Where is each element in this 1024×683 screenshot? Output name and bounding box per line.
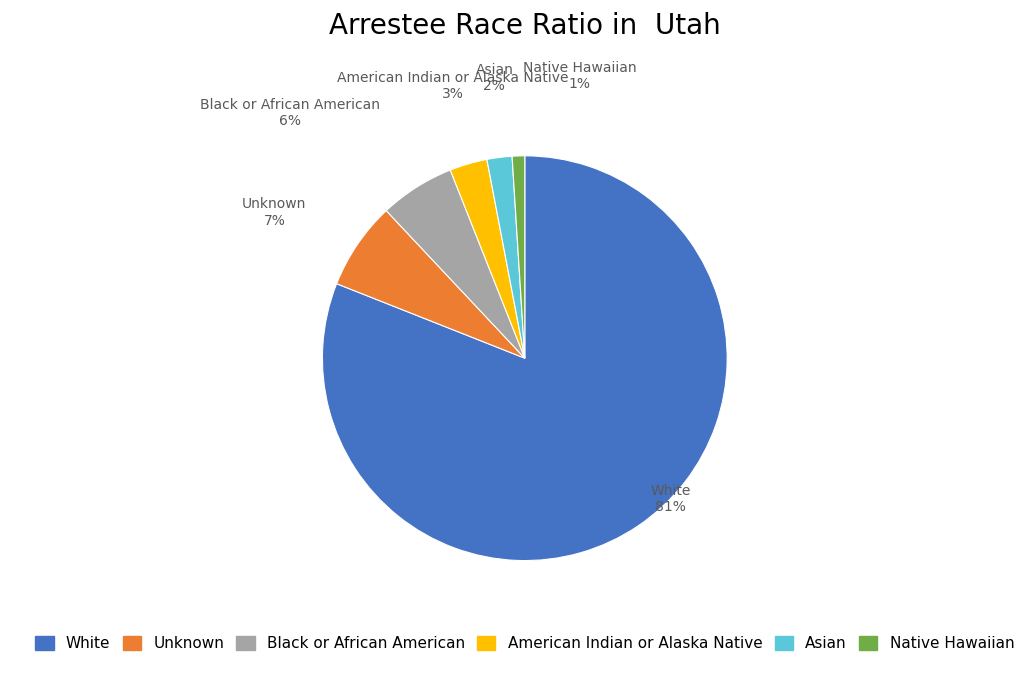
Text: Native Hawaiian
1%: Native Hawaiian 1% [522, 61, 636, 92]
Text: White
81%: White 81% [650, 484, 691, 514]
Wedge shape [451, 159, 524, 358]
Legend: White, Unknown, Black or African American, American Indian or Alaska Native, Asi: White, Unknown, Black or African America… [28, 628, 1022, 659]
Wedge shape [337, 210, 524, 358]
Text: American Indian or Alaska Native
3%: American Indian or Alaska Native 3% [337, 71, 568, 101]
Wedge shape [486, 156, 524, 358]
Text: Black or African American
6%: Black or African American 6% [200, 98, 380, 128]
Wedge shape [386, 170, 524, 358]
Text: Asian
2%: Asian 2% [475, 63, 513, 93]
Wedge shape [512, 156, 524, 358]
Wedge shape [323, 156, 727, 561]
Title: Arrestee Race Ratio in  Utah: Arrestee Race Ratio in Utah [329, 12, 721, 40]
Text: Unknown
7%: Unknown 7% [242, 197, 306, 227]
